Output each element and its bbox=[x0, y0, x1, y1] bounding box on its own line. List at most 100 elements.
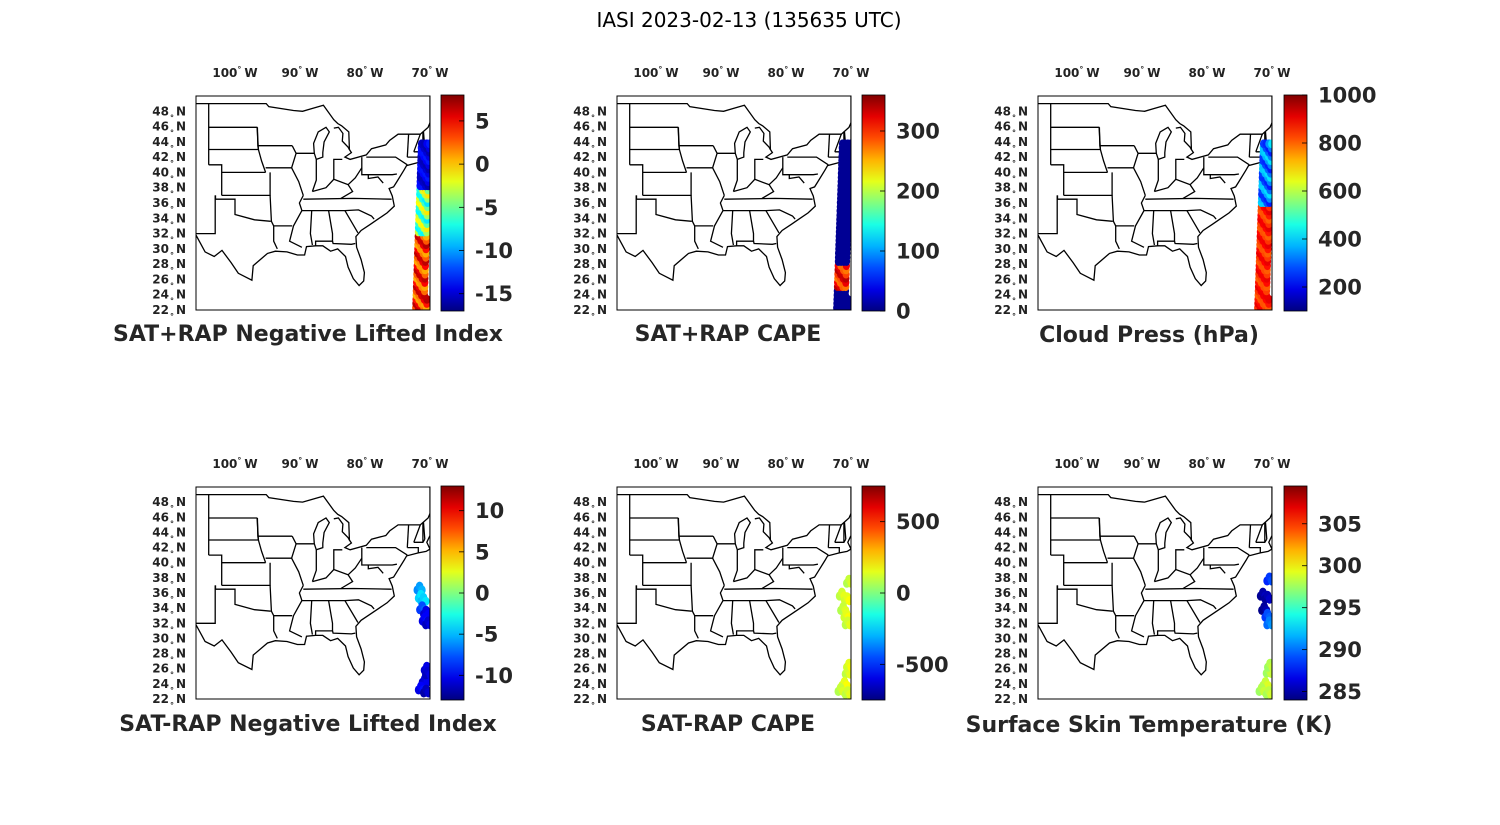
map-background bbox=[196, 96, 430, 310]
lat-tick-label: 44° N bbox=[573, 135, 607, 153]
state-boundary bbox=[733, 568, 775, 590]
coastline bbox=[196, 96, 430, 287]
data-footprints bbox=[413, 581, 430, 698]
state-boundary bbox=[733, 517, 752, 551]
colorbar-tick-label: 285 bbox=[1318, 680, 1362, 704]
colorbar-tick-label: 305 bbox=[1318, 512, 1362, 536]
map-panel-6: 100° W 90° W 80° W 70° W 48° N46° N44° N42° N40° N38°… bbox=[966, 456, 1362, 738]
state-boundary bbox=[732, 549, 738, 582]
state-boundary bbox=[754, 517, 771, 541]
map-outlines bbox=[617, 487, 851, 676]
state-boundary bbox=[712, 167, 725, 196]
state-boundary bbox=[1144, 209, 1217, 220]
state-boundary bbox=[256, 127, 267, 173]
lat-tick-label: 22° N bbox=[152, 303, 186, 321]
state-boundary bbox=[1175, 126, 1192, 150]
state-boundary bbox=[1050, 554, 1065, 586]
state-boundary bbox=[208, 164, 223, 196]
lat-tick-label: 32° N bbox=[994, 227, 1028, 245]
colorbar-tick-label: 400 bbox=[1318, 228, 1362, 252]
colorbar-tick-label: 0 bbox=[475, 153, 490, 177]
lon-tick-label: 100° W bbox=[212, 65, 257, 80]
colorbar-tick-label: 10 bbox=[475, 499, 504, 523]
lat-tick-label: 36° N bbox=[994, 586, 1028, 604]
state-boundary bbox=[787, 546, 829, 556]
state-boundary bbox=[291, 167, 304, 196]
state-boundary bbox=[333, 549, 343, 570]
lat-tick-label: 48° N bbox=[573, 495, 607, 513]
lon-tick-label: 90° W bbox=[703, 456, 740, 471]
state-boundary bbox=[1189, 167, 1205, 186]
panel-title: SAT-RAP Negative Lifted Index bbox=[119, 712, 496, 737]
coastline bbox=[617, 487, 851, 676]
state-boundary bbox=[196, 195, 216, 235]
lon-tick-label: 100° W bbox=[633, 65, 678, 80]
panel-grid: 100° W 90° W 80° W 70° W48° N46° N44° N42° N40° N38°… bbox=[113, 65, 1376, 738]
state-boundary bbox=[782, 547, 819, 566]
state-boundary bbox=[1098, 127, 1109, 173]
lat-tick-label: 24° N bbox=[152, 288, 186, 306]
lon-tick-label: 70° W bbox=[1254, 456, 1291, 471]
map-panel-1: 100° W 90° W 80° W 70° W 48° N46° N44° N42° N40° N38°… bbox=[113, 65, 513, 347]
lat-tick-label: 38° N bbox=[994, 571, 1028, 589]
state-boundary bbox=[709, 585, 725, 638]
lat-tick-label: 48° N bbox=[994, 495, 1028, 513]
lon-tick-label: 100° W bbox=[1054, 65, 1099, 80]
state-boundary bbox=[1189, 557, 1205, 576]
map-frame bbox=[616, 486, 852, 700]
state-boundary bbox=[208, 554, 223, 586]
state-boundary bbox=[782, 157, 818, 176]
data-footprints bbox=[1254, 139, 1272, 310]
lon-tick-label: 70° W bbox=[412, 456, 449, 471]
state-boundary bbox=[406, 524, 410, 548]
lat-tick-label: 44° N bbox=[994, 525, 1028, 543]
lat-tick-label: 42° N bbox=[573, 541, 607, 559]
state-boundary bbox=[312, 568, 354, 590]
lon-tick-label: 100° W bbox=[633, 456, 678, 471]
state-boundary bbox=[1209, 174, 1226, 184]
footprint bbox=[847, 139, 851, 149]
state-boundary bbox=[1154, 178, 1196, 199]
colorbar: 500 0 -500 bbox=[861, 485, 949, 701]
state-boundary bbox=[723, 599, 796, 610]
lat-tick-label: 28° N bbox=[152, 257, 186, 275]
lon-tick-label: 90° W bbox=[282, 456, 319, 471]
state-boundary bbox=[1173, 630, 1198, 635]
lat-tick-label: 42° N bbox=[152, 150, 186, 168]
state-boundary bbox=[752, 241, 777, 245]
colorbar: 1000 800 600 400 200 bbox=[1283, 84, 1376, 312]
lat-tick-label: 36° N bbox=[152, 586, 186, 604]
colorbar-tick-label: 0 bbox=[896, 300, 911, 324]
lat-tick-label: 44° N bbox=[994, 135, 1028, 153]
state-boundary bbox=[407, 546, 419, 553]
map-panel-5: 100° W 90° W 80° W 70° W 48° N46° N44° N42° N40° N38°… bbox=[573, 456, 948, 737]
state-boundary bbox=[1153, 159, 1159, 192]
lat-tick-label: 24° N bbox=[152, 677, 186, 695]
data-footprints bbox=[833, 139, 851, 310]
footprint bbox=[846, 689, 851, 699]
lat-tick-label: 44° N bbox=[152, 135, 186, 153]
state-boundary bbox=[288, 195, 304, 248]
state-boundary bbox=[311, 159, 317, 192]
map-panel-2: 100° W 90° W 80° W 70° W 48° N46° N44° N42° N40° N38°… bbox=[573, 65, 940, 347]
state-boundary bbox=[768, 557, 784, 576]
lat-tick-label: 30° N bbox=[994, 631, 1028, 649]
colorbar-tick-label: -10 bbox=[475, 664, 513, 688]
lat-tick-label: 38° N bbox=[573, 571, 607, 589]
footprint bbox=[1268, 662, 1272, 672]
state-boundary bbox=[1145, 197, 1234, 200]
state-boundary bbox=[361, 547, 398, 566]
state-boundary bbox=[196, 585, 216, 624]
colorbar-tick-label: 290 bbox=[1318, 638, 1362, 662]
lat-tick-label: 46° N bbox=[573, 120, 607, 138]
state-boundary bbox=[1130, 585, 1146, 638]
lat-tick-label: 24° N bbox=[573, 288, 607, 306]
state-boundary bbox=[303, 587, 392, 590]
footprint bbox=[1267, 620, 1272, 630]
state-boundary bbox=[709, 195, 725, 248]
colorbar-tick-label: -15 bbox=[475, 282, 513, 306]
lat-tick-label: 46° N bbox=[994, 120, 1028, 138]
footprint bbox=[1267, 689, 1272, 699]
state-boundary bbox=[413, 133, 421, 153]
